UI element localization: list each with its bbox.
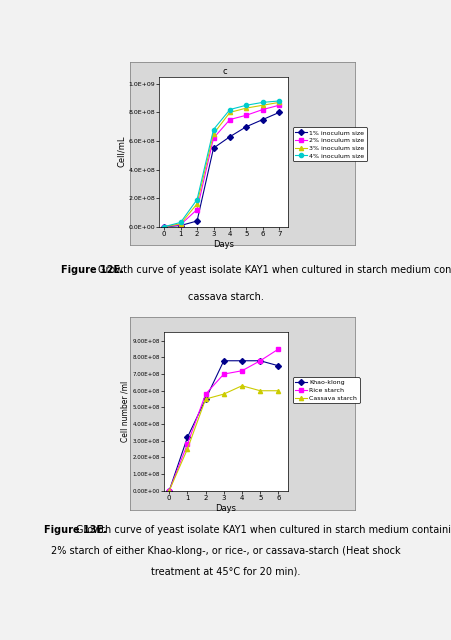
Text: Figure 12E.: Figure 12E. <box>61 265 124 275</box>
Text: Growth curve of yeast isolate KAY1 when cultured in starch medium containing: Growth curve of yeast isolate KAY1 when … <box>76 525 451 535</box>
Text: Growth curve of yeast isolate KAY1 when cultured in starch medium containing 2%: Growth curve of yeast isolate KAY1 when … <box>98 265 451 275</box>
Legend: 1% inoculum size, 2% inoculum size, 3% inoculum size, 4% inoculum size: 1% inoculum size, 2% inoculum size, 3% i… <box>292 127 366 161</box>
Text: treatment at 45°C for 20 min).: treatment at 45°C for 20 min). <box>151 567 300 577</box>
Text: c: c <box>222 67 226 77</box>
Text: 2% starch of either Khao-klong-, or rice-, or cassava-starch (Heat shock: 2% starch of either Khao-klong-, or rice… <box>51 547 400 556</box>
Legend: Khao-klong, Rice starch, Cassava starch: Khao-klong, Rice starch, Cassava starch <box>292 378 359 403</box>
Text: cassava starch.: cassava starch. <box>188 292 263 301</box>
Text: Figure 13E.: Figure 13E. <box>44 525 106 535</box>
